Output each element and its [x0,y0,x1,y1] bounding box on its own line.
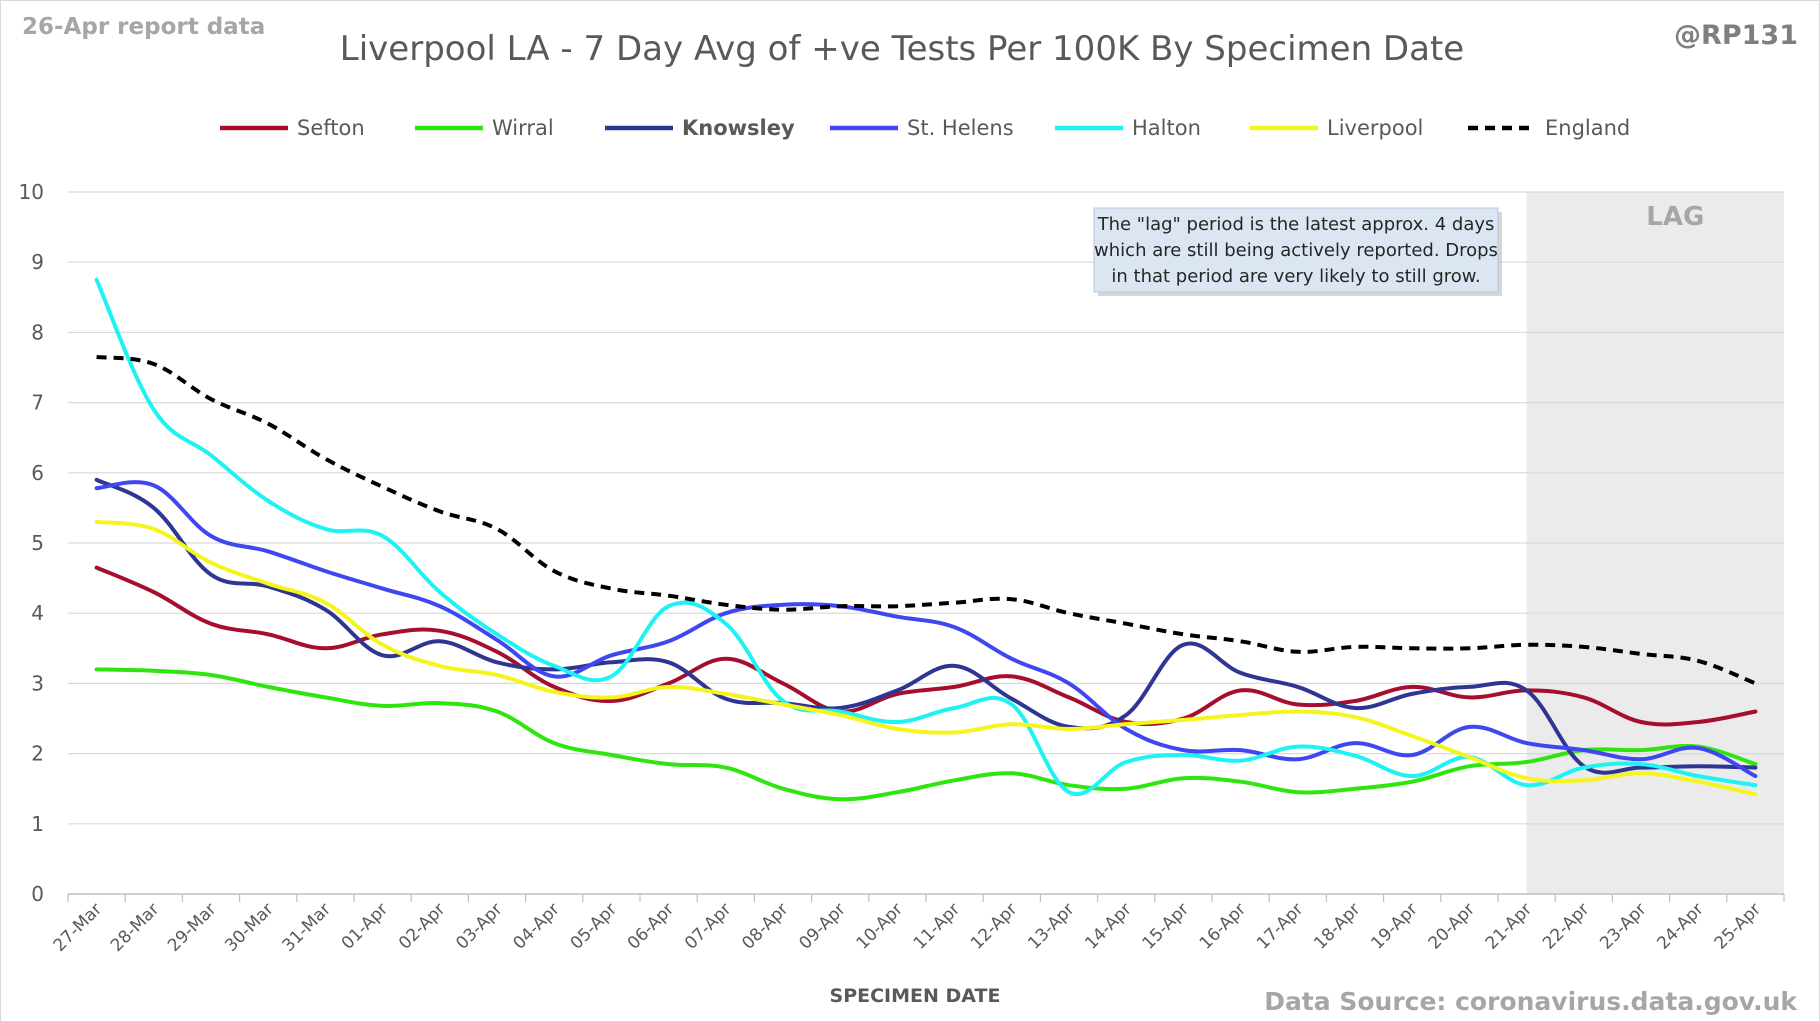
series-line-liverpool [94,519,1758,797]
report-date-label: 26-Apr report data [22,14,265,40]
lag-note-line-3: in that period are very likely to still … [1111,266,1480,287]
y-tick-label: 7 [31,391,44,415]
y-tick-label: 2 [31,742,44,766]
y-tick-label: 10 [19,180,44,204]
legend-label: Halton [1132,116,1201,140]
y-tick-label: 4 [31,601,44,625]
legend-label: St. Helens [907,116,1014,140]
x-axis-title: SPECIMEN DATE [830,985,1001,1007]
legend: Sefton Wirral Knowsley St. Helens Halton Live… [220,116,1630,140]
lag-note-line-2: which are still being actively reported.… [1094,240,1498,261]
legend-item-wirral: Wirral [415,116,554,140]
series-line-knowsley [94,477,1758,775]
lag-note-background [1093,207,1499,293]
series-line-wirral [94,667,1758,802]
y-tick-label: 1 [31,812,44,836]
legend-label: England [1545,116,1630,140]
legend-item-knowsley: Knowsley [605,116,795,140]
legend-label: Liverpool [1327,116,1423,140]
legend-item-sefton: Sefton [220,116,365,140]
y-tick-label: 8 [31,320,44,344]
y-tick-label: 3 [31,671,44,695]
y-tick-label: 0 [31,882,44,906]
lag-note-box: The "lag" period is the latest approx. 4… [1093,207,1502,296]
data-source: Data Source: coronavirus.data.gov.uk [1264,987,1798,1016]
series-line-st-helens [94,480,1758,779]
legend-label: Sefton [297,116,365,140]
x-axis-tick-marks [67,894,1785,902]
legend-item-england: England [1468,116,1630,140]
y-tick-label: 6 [31,461,44,485]
y-tick-label: 9 [31,250,44,274]
series-layer [94,277,1758,802]
lag-label: LAG [1646,202,1704,232]
series-line-sefton [94,565,1758,727]
legend-item-liverpool: Liverpool [1250,116,1423,140]
legend-label: Knowsley [682,116,795,140]
legend-item-halton: Halton [1055,116,1201,140]
legend-label: Wirral [492,116,554,140]
y-tick-label: 5 [31,531,44,555]
legend-item-st-helens: St. Helens [830,116,1014,140]
author-handle: @RP131 [1674,20,1798,51]
lag-note-line-1: The "lag" period is the latest approx. 4… [1097,214,1495,235]
y-axis-ticks: 0 1 2 3 4 5 6 7 8 9 10 [19,180,44,906]
chart-title: Liverpool LA - 7 Day Avg of +ve Tests Pe… [340,29,1464,69]
